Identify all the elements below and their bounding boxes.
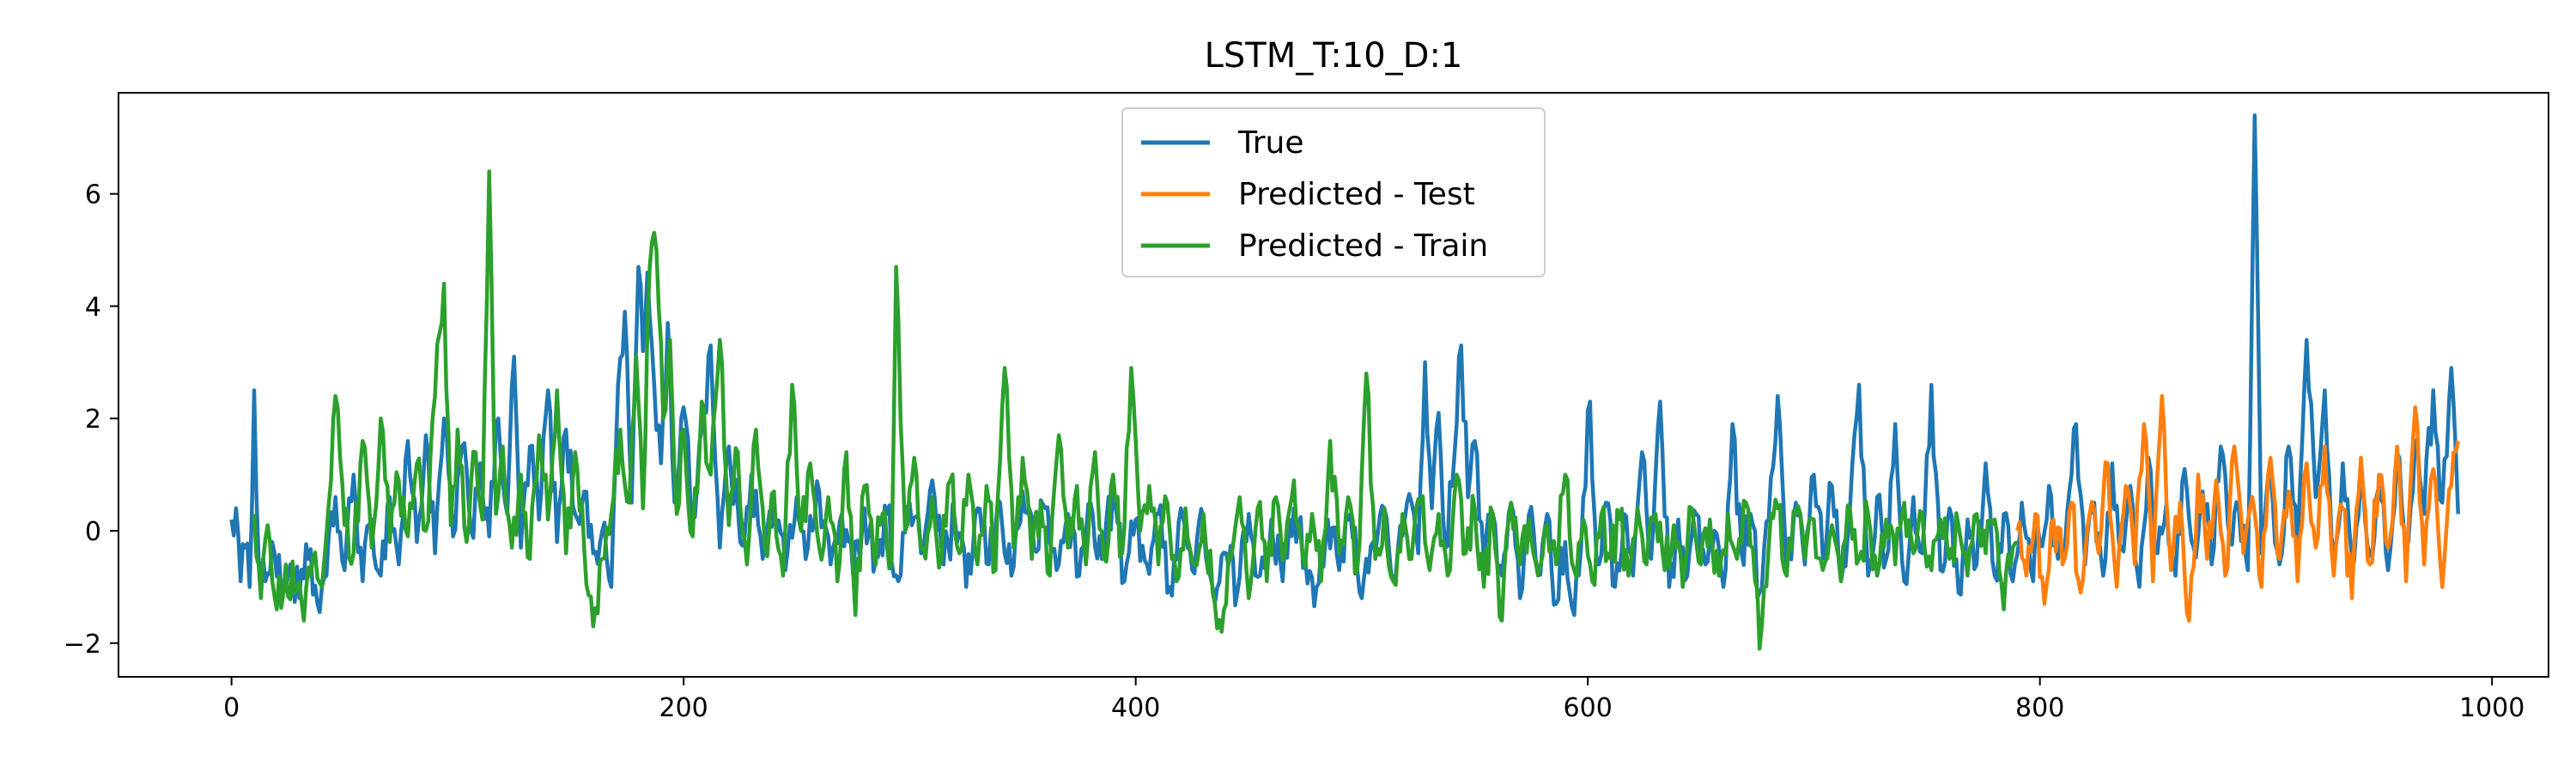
chart-title: LSTM_T:10_D:1 bbox=[1205, 36, 1463, 76]
y-axis: −2 0 2 4 6 bbox=[64, 180, 118, 660]
y-tick-label: 2 bbox=[85, 405, 101, 435]
legend-label: Predicted - Train bbox=[1238, 228, 1488, 264]
x-tick-label: 800 bbox=[2015, 693, 2064, 723]
legend-box bbox=[1121, 107, 1546, 277]
series-line-predicted-train bbox=[252, 169, 2019, 651]
y-tick-label: 4 bbox=[85, 292, 101, 322]
x-tick-label: 600 bbox=[1564, 693, 1613, 723]
legend: True Predicted - Test Predicted - Train bbox=[1121, 107, 1546, 277]
legend-label: Predicted - Test bbox=[1238, 177, 1475, 212]
series-line-predicted-test bbox=[2015, 393, 2460, 623]
y-tick-label: 6 bbox=[85, 180, 101, 210]
x-tick-label: 0 bbox=[223, 693, 240, 723]
y-tick-label: −2 bbox=[64, 630, 101, 660]
x-tick-label: 400 bbox=[1111, 693, 1160, 723]
y-tick-label: 0 bbox=[85, 517, 101, 547]
plot-area bbox=[229, 113, 2460, 651]
plot-frame bbox=[118, 92, 2549, 678]
x-tick-label: 1000 bbox=[2459, 693, 2524, 723]
legend-label: True bbox=[1237, 125, 1303, 161]
x-tick-label: 200 bbox=[659, 693, 708, 723]
x-axis: 0 200 400 600 800 1000 bbox=[223, 677, 2524, 723]
